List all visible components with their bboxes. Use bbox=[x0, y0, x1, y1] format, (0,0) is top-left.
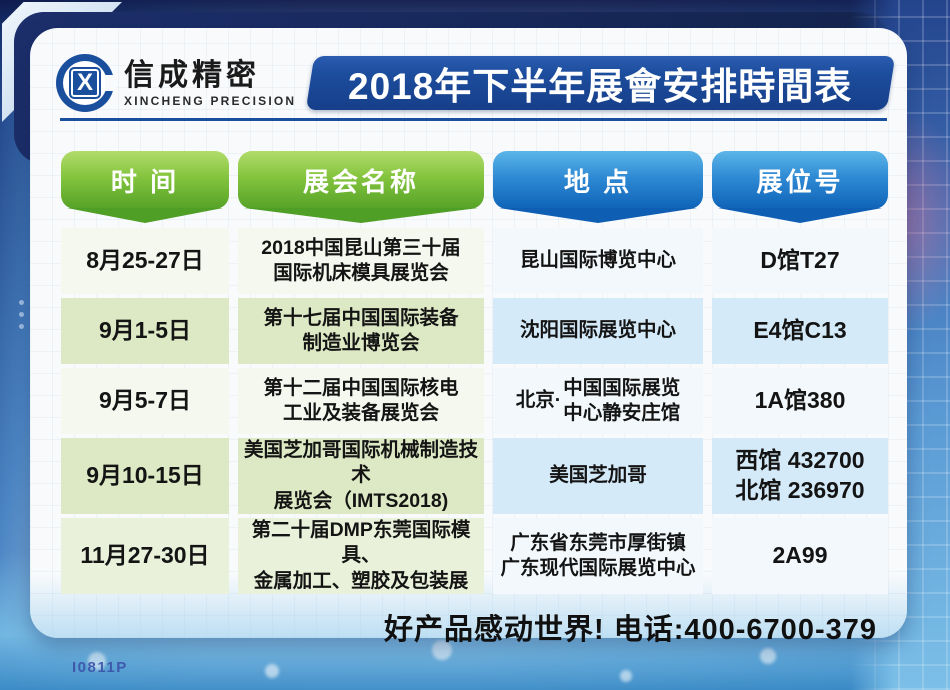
column-header-booth: 展位号 bbox=[712, 151, 888, 209]
row1-name: 2018中国昆山第三十届 国际机床模具展览会 bbox=[238, 228, 484, 294]
row3-time: 9月5-7日 bbox=[61, 368, 229, 434]
dot-decoration bbox=[19, 300, 24, 305]
cell-text: 北馆 236970 bbox=[735, 477, 865, 504]
bokeh-dot bbox=[432, 640, 452, 660]
row5-name: 第二十届DMP东莞国际模具、 金属加工、塑胶及包装展 bbox=[238, 518, 484, 595]
row2-time: 9月1-5日 bbox=[61, 298, 229, 364]
cell-text: 沈阳国际展览中心 bbox=[519, 319, 676, 342]
card-header: X 信成精密 XINCHENG PRECISION 2018年下半年展會安排時間… bbox=[30, 28, 907, 112]
location-split: 北京· 中国国际展览 中心静安庄馆 bbox=[516, 376, 681, 427]
cell-text: 广东现代国际展览中心 bbox=[500, 557, 696, 580]
cell-text: 展览会（IMTS2018) bbox=[273, 489, 449, 512]
location-lines: 中国国际展览 中心静安庄馆 bbox=[563, 376, 680, 427]
bokeh-dot bbox=[620, 670, 632, 682]
cell-text: 广东省东莞市厚街镇 bbox=[510, 531, 686, 554]
row5-time: 11月27-30日 bbox=[61, 518, 229, 595]
print-code: I0811P bbox=[72, 659, 128, 676]
header-divider bbox=[60, 118, 887, 121]
page-title-banner: 2018年下半年展會安排時間表 bbox=[306, 56, 896, 110]
brand-name-cn: 信成精密 bbox=[124, 58, 260, 92]
cell-text: 8月25-27日 bbox=[86, 247, 204, 274]
column-header-time: 时 间 bbox=[61, 151, 229, 209]
cell-text: 第十二届中国国际核电 bbox=[263, 376, 459, 399]
row2-booth: E4馆C13 bbox=[712, 298, 888, 364]
row4-booth: 西馆 432700 北馆 236970 bbox=[712, 438, 888, 515]
column-header-exhibition-name: 展会名称 bbox=[238, 151, 484, 209]
location-prefix: 北京· bbox=[515, 389, 562, 412]
row2-name: 第十七届中国国际装备 制造业博览会 bbox=[238, 298, 484, 364]
row1-time: 8月25-27日 bbox=[61, 228, 229, 294]
dot-decoration bbox=[19, 312, 24, 317]
cell-text: 工业及装备展览会 bbox=[282, 402, 439, 424]
cell-text: 国际机床模具展览会 bbox=[273, 262, 449, 284]
row1-booth: D馆T27 bbox=[712, 228, 888, 294]
cell-text: 9月5-7日 bbox=[98, 387, 192, 414]
bokeh-dot bbox=[760, 648, 776, 664]
cell-text: 9月1-5日 bbox=[98, 317, 192, 344]
row5-booth: 2A99 bbox=[712, 518, 888, 595]
cell-text: 中国国际展览 bbox=[563, 376, 681, 399]
row2-location: 沈阳国际展览中心 bbox=[493, 298, 703, 364]
cell-text: 第二十届DMP东莞国际模具、 bbox=[251, 519, 471, 567]
row3-location: 北京· 中国国际展览 中心静安庄馆 bbox=[493, 368, 703, 434]
bokeh-dot bbox=[265, 664, 279, 678]
cell-text: 第十七届中国国际装备 bbox=[263, 306, 459, 329]
bokeh-dot bbox=[88, 652, 106, 670]
column-header-location: 地 点 bbox=[493, 151, 703, 209]
cell-text: 2A99 bbox=[772, 542, 828, 569]
row1-location: 昆山国际博览中心 bbox=[493, 228, 703, 294]
row3-name: 第十二届中国国际核电 工业及装备展览会 bbox=[238, 368, 484, 434]
cell-text: E4馆C13 bbox=[753, 317, 847, 344]
cell-text: 1A馆380 bbox=[754, 387, 846, 414]
row3-booth: 1A馆380 bbox=[712, 368, 888, 434]
cell-text: D馆T27 bbox=[760, 247, 840, 274]
xincheng-logo-icon: X bbox=[56, 54, 114, 112]
row5-location: 广东省东莞市厚街镇 广东现代国际展览中心 bbox=[493, 518, 703, 595]
dot-decoration bbox=[19, 324, 24, 329]
cell-text: 美国芝加哥 bbox=[549, 464, 647, 487]
row4-location: 美国芝加哥 bbox=[493, 438, 703, 515]
cell-text: 11月27-30日 bbox=[80, 542, 210, 569]
row4-time: 9月10-15日 bbox=[61, 438, 229, 515]
cell-text: 2018中国昆山第三十届 bbox=[261, 236, 461, 259]
footer-slogan: 好产品感动世界! 电话:400-6700-379 bbox=[384, 614, 877, 647]
brand-logo-group: X 信成精密 XINCHENG PRECISION bbox=[56, 54, 296, 112]
cell-text: 昆山国际博览中心 bbox=[519, 249, 676, 272]
cell-text: 西馆 432700 bbox=[735, 447, 865, 474]
cell-text: 美国芝加哥国际机械制造技术 bbox=[243, 439, 478, 487]
schedule-card: X 信成精密 XINCHENG PRECISION 2018年下半年展會安排時間… bbox=[30, 28, 907, 646]
cell-text: 9月10-15日 bbox=[86, 462, 204, 489]
row4-name: 美国芝加哥国际机械制造技术 展览会（IMTS2018) bbox=[238, 438, 484, 515]
brand-name-en: XINCHENG PRECISION bbox=[124, 93, 297, 108]
schedule-table: 时 间 展会名称 地 点 展位号 8月25-27日 2018中国昆山第三十届 国际… bbox=[30, 151, 907, 595]
cell-text: 制造业博览会 bbox=[302, 332, 420, 354]
cell-text: 金属加工、塑胶及包装展 bbox=[253, 569, 469, 592]
page-title: 2018年下半年展會安排時間表 bbox=[348, 66, 853, 107]
cell-text: 中心静安庄馆 bbox=[563, 402, 681, 424]
logo-x-glyph: X bbox=[69, 67, 101, 99]
brand-text: 信成精密 XINCHENG PRECISION bbox=[124, 59, 296, 108]
